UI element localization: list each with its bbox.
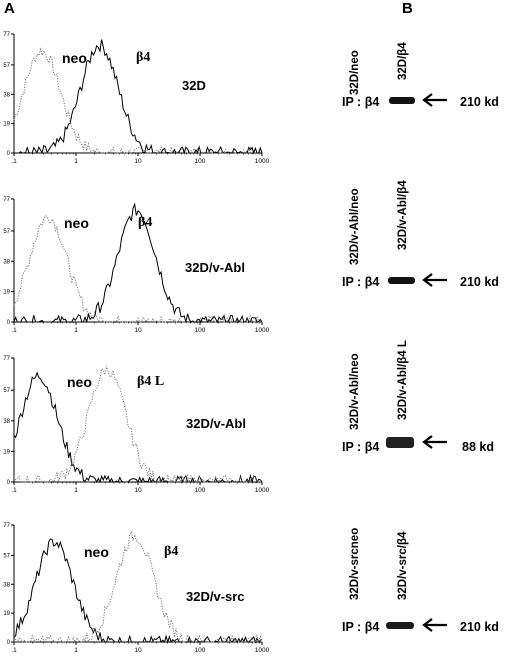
hist1-x-tick-label: .1 (11, 158, 17, 165)
hist2-y-tick-label: 57 (3, 229, 10, 235)
blot1-band (389, 97, 415, 104)
hist1-condition-label: 32D (182, 78, 206, 93)
hist2-b4-label: β4 (138, 215, 153, 230)
hist1-y-tick-label: 0 (7, 151, 11, 157)
hist4-x-tick-label: 1000 (255, 647, 270, 654)
hist2-y-tick-label: 19 (3, 290, 10, 296)
hist4-x-tick-label: 10 (134, 647, 142, 654)
hist4-y-tick-label: 57 (3, 553, 10, 559)
hist2-y-tick-label: 0 (7, 320, 11, 326)
blot1-lane1-label: 32D/neo (349, 50, 361, 95)
hist2-neo-label: neo (64, 215, 89, 231)
hist4-neo-label: neo (84, 544, 109, 560)
blot1-ip-label: IP : β4 (342, 95, 380, 109)
blot1-kd-label: 210 kd (460, 95, 499, 109)
hist4-y-tick-label: 0 (7, 640, 11, 646)
hist1-x-tick-label: 100 (195, 158, 206, 165)
hist1-b4-curve (14, 39, 263, 155)
hist1-b4-label: β4 (136, 50, 151, 65)
hist1-y-tick-label: 19 (3, 122, 10, 128)
blot1-arrow-icon (422, 93, 447, 107)
hist2-b4-curve (13, 202, 263, 324)
hist1-neo-label: neo (62, 50, 87, 66)
hist3-neo-curve (13, 371, 263, 484)
hist2-y-tick-label: 77 (3, 197, 10, 203)
hist4-y-tick-label: 38 (3, 582, 10, 588)
blot4-ip-label: IP : β4 (342, 620, 380, 634)
blot1-lane2-label: 32D/β4 (397, 42, 409, 80)
hist4-y-tick-label: 19 (3, 611, 10, 617)
hist3-neo-label: neo (67, 374, 92, 390)
hist3-y-tick-label: 57 (3, 388, 10, 394)
panel-b-letter: B (402, 0, 413, 17)
blot3-band (386, 437, 414, 448)
hist2-x-tick-label: 10 (134, 327, 142, 334)
blot2-lane2-label: 32D/v-Abl/β4 (397, 180, 409, 250)
blot2-lane1-label: 32D/v-Abl/neo (349, 188, 361, 265)
hist4-condition-label: 32D/v-src (186, 589, 245, 604)
hist2-x-tick-label: 100 (195, 327, 206, 334)
hist4-x-tick-label: 1 (74, 647, 78, 654)
hist1-y-tick-label: 77 (3, 32, 10, 38)
hist1-x-tick-label: 10 (134, 158, 142, 165)
hist4-y-tick-label: 77 (3, 523, 10, 529)
hist3-b4-label: β4 L (137, 374, 165, 389)
blot4-lane1-label: 32D/v-srcneo (349, 527, 361, 600)
blot2-kd-label: 210 kd (460, 275, 499, 289)
hist2-x-tick-label: 1 (74, 327, 78, 334)
blot2-arrow-icon (422, 273, 447, 287)
hist4-neo-curve (13, 538, 263, 644)
blot4-arrow-icon (422, 618, 447, 632)
hist2-x-tick-label: .1 (11, 327, 17, 334)
hist3-y-tick-label: 0 (7, 480, 11, 486)
blot2-band (388, 277, 415, 284)
panel-a-letter: A (4, 0, 15, 17)
blot3-kd-label: 88 kd (462, 440, 494, 454)
hist3-y-tick-label: 38 (3, 419, 10, 425)
blot3-ip-label: IP : β4 (342, 440, 380, 454)
hist4-x-tick-label: 100 (195, 647, 206, 654)
hist2-condition-label: 32D/v-Abl (185, 260, 245, 275)
blot4-kd-label: 210 kd (460, 620, 499, 634)
hist1-x-tick-label: 1 (74, 158, 78, 165)
hist3-x-tick-label: 100 (195, 487, 206, 494)
hist3-x-tick-label: .1 (11, 487, 17, 494)
hist1-neo-curve (13, 47, 263, 155)
hist4-b4-label: β4 (164, 544, 179, 559)
hist4-x-tick-label: .1 (11, 647, 17, 654)
blot4-lane2-label: 32D/v-src/β4 (397, 531, 409, 600)
hist1-y-tick-label: 57 (3, 63, 10, 69)
hist4-b4-curve (13, 529, 263, 644)
blot3-lane2-label: 32D/v-Abl/β4 L (397, 340, 409, 420)
hist3-y-tick-label: 19 (3, 449, 10, 455)
hist3-y-tick-label: 77 (3, 356, 10, 362)
hist3-condition-label: 32D/v-Abl (186, 416, 246, 431)
hist3-x-tick-label: 1000 (255, 487, 270, 494)
hist2-x-tick-label: 1000 (255, 327, 270, 334)
blot3-lane1-label: 32D/v-Abl/neo (349, 353, 361, 430)
blot3-arrow-icon (422, 435, 447, 449)
hist2-y-tick-label: 38 (3, 259, 10, 265)
blot2-ip-label: IP : β4 (342, 275, 380, 289)
hist3-x-tick-label: 1 (74, 487, 78, 494)
hist1-x-tick-label: 1000 (255, 158, 270, 165)
hist1-y-tick-label: 38 (3, 92, 10, 98)
hist2-neo-curve (13, 214, 263, 324)
hist3-x-tick-label: 10 (134, 487, 142, 494)
blot4-band (386, 622, 414, 629)
